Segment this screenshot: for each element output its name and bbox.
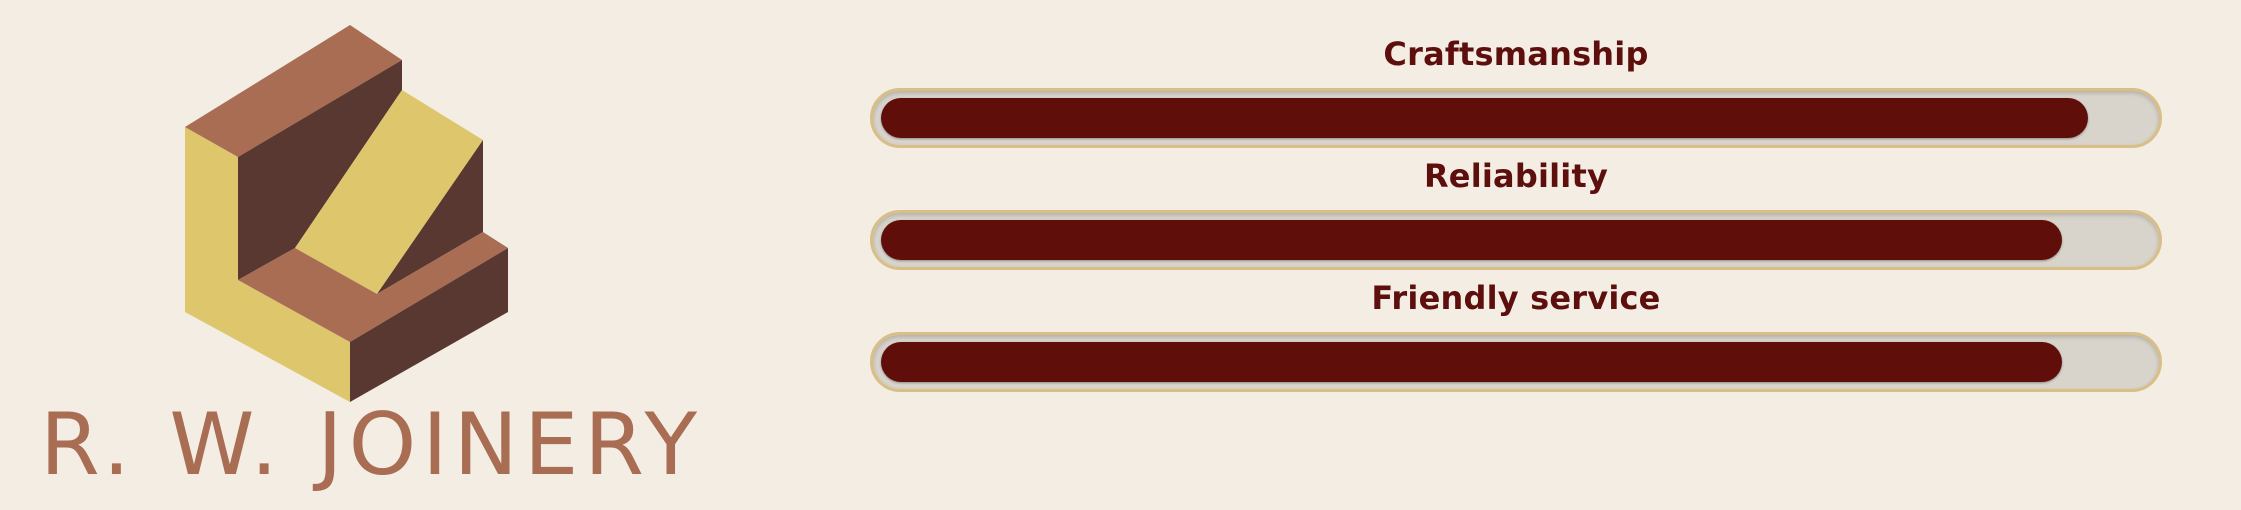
logo-face-front — [350, 248, 508, 402]
skill-reliability: Reliability — [870, 152, 2162, 274]
progress-track — [870, 88, 2162, 148]
progress-fill — [881, 342, 2062, 382]
logo-face-riser-lower — [377, 140, 483, 294]
brand-name: R. W. JOINERY — [40, 395, 704, 495]
stair-block-icon — [185, 25, 508, 402]
progress-track — [870, 210, 2162, 270]
skill-label: Friendly service — [1371, 279, 1661, 317]
skill-label: Craftsmanship — [1383, 35, 1649, 73]
logo-face-top — [185, 25, 402, 157]
logo-face-riser-upper — [238, 60, 402, 280]
skill-label: Reliability — [1423, 157, 1609, 195]
skill-craftsmanship: Craftsmanship — [870, 30, 2162, 152]
progress-fill — [881, 98, 2088, 138]
logo-area: R. W. JOINERY — [0, 0, 700, 510]
logo-face-step-top — [238, 232, 508, 342]
logo-face-left — [185, 127, 350, 402]
logo-face-ramp — [295, 90, 483, 294]
skill-friendly-service: Friendly service — [870, 274, 2162, 396]
progress-fill — [881, 220, 2062, 260]
skills-list: Craftsmanship Reliability Friendly servi… — [870, 30, 2162, 396]
progress-track — [870, 332, 2162, 392]
